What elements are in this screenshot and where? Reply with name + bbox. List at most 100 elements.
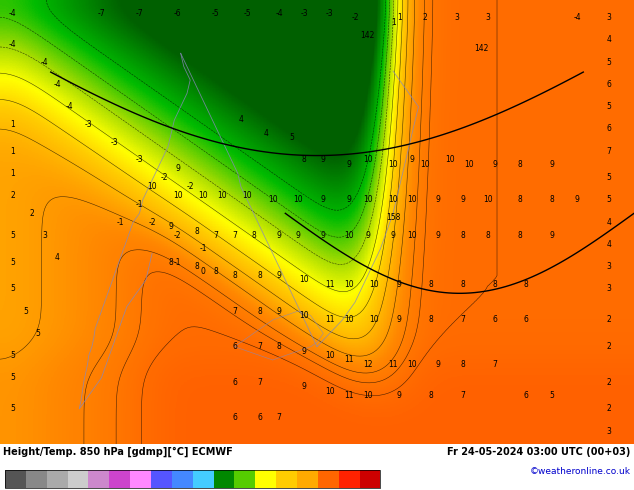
- Text: 4: 4: [606, 218, 611, 227]
- Text: 8: 8: [194, 226, 199, 236]
- Text: 6: 6: [606, 80, 611, 89]
- Text: 4: 4: [606, 240, 611, 249]
- Text: -3: -3: [85, 120, 93, 129]
- Text: 142: 142: [361, 31, 375, 40]
- Text: -1: -1: [174, 258, 181, 267]
- Bar: [318, 470, 339, 488]
- Text: 10: 10: [198, 191, 208, 200]
- Text: 9: 9: [321, 155, 326, 165]
- Text: 8: 8: [492, 280, 497, 289]
- Text: -3: -3: [110, 138, 118, 147]
- Text: 11: 11: [344, 391, 353, 400]
- Text: -2: -2: [186, 182, 194, 191]
- Text: 11: 11: [344, 355, 353, 365]
- Text: 3: 3: [42, 231, 47, 240]
- Text: 9: 9: [460, 196, 465, 204]
- Text: 10: 10: [464, 160, 474, 169]
- Text: 8: 8: [429, 280, 434, 289]
- Text: 9: 9: [435, 360, 440, 369]
- Text: 5: 5: [23, 307, 28, 316]
- Text: 8: 8: [549, 196, 554, 204]
- Text: -1: -1: [199, 245, 207, 253]
- Text: -5: -5: [212, 9, 219, 18]
- Text: 8: 8: [517, 196, 522, 204]
- Text: -4: -4: [275, 9, 283, 18]
- Text: 9: 9: [397, 391, 402, 400]
- Text: 10: 10: [369, 316, 379, 324]
- Bar: [89, 470, 109, 488]
- Text: 3: 3: [606, 13, 611, 22]
- Text: 1: 1: [397, 13, 402, 22]
- Text: 10: 10: [172, 191, 183, 200]
- Text: 9: 9: [574, 196, 579, 204]
- Text: 2: 2: [29, 209, 34, 218]
- Text: 158: 158: [386, 213, 400, 222]
- Text: 9: 9: [295, 231, 301, 240]
- Text: 10: 10: [445, 155, 455, 165]
- Text: 8: 8: [429, 391, 434, 400]
- Text: 10: 10: [407, 196, 417, 204]
- Text: 8: 8: [276, 342, 281, 351]
- Text: 3: 3: [606, 427, 611, 436]
- Text: 9: 9: [321, 196, 326, 204]
- Text: -2: -2: [174, 231, 181, 240]
- Text: 10: 10: [217, 191, 227, 200]
- Text: -2: -2: [161, 173, 169, 182]
- Bar: [339, 470, 359, 488]
- Text: 9: 9: [435, 196, 440, 204]
- Text: 10: 10: [293, 196, 303, 204]
- Bar: [172, 470, 193, 488]
- Text: 9: 9: [302, 382, 307, 391]
- Text: 9: 9: [321, 231, 326, 240]
- Text: 9: 9: [276, 307, 281, 316]
- Text: 10: 10: [363, 155, 373, 165]
- Text: 2: 2: [606, 378, 611, 387]
- Text: 8: 8: [517, 160, 522, 169]
- Text: 5: 5: [10, 284, 15, 294]
- Text: 10: 10: [299, 311, 309, 320]
- Text: 6: 6: [232, 413, 237, 422]
- Text: 9: 9: [549, 160, 554, 169]
- Text: 5: 5: [10, 258, 15, 267]
- Text: 5: 5: [10, 404, 15, 414]
- Text: 5: 5: [10, 373, 15, 382]
- Text: -4: -4: [573, 13, 581, 22]
- Text: 3: 3: [606, 262, 611, 271]
- Text: -4: -4: [9, 9, 16, 18]
- Text: 2: 2: [422, 13, 427, 22]
- Text: -3: -3: [301, 9, 308, 18]
- Text: 10: 10: [369, 280, 379, 289]
- Text: 6: 6: [524, 316, 529, 324]
- Text: 4: 4: [606, 35, 611, 45]
- Text: -1: -1: [136, 200, 143, 209]
- Text: 10: 10: [483, 196, 493, 204]
- Text: 1: 1: [10, 169, 15, 178]
- Text: 10: 10: [344, 231, 354, 240]
- Text: 1: 1: [10, 147, 15, 156]
- Text: 4: 4: [264, 129, 269, 138]
- Text: -5: -5: [243, 9, 251, 18]
- Text: 5: 5: [289, 133, 294, 142]
- Text: 6: 6: [232, 378, 237, 387]
- Text: 8: 8: [213, 267, 218, 275]
- Text: 11: 11: [389, 360, 398, 369]
- Text: 4: 4: [55, 253, 60, 262]
- Text: 5: 5: [10, 231, 15, 240]
- Bar: [5, 470, 380, 488]
- Text: -1: -1: [117, 218, 124, 227]
- Text: 0: 0: [200, 267, 205, 275]
- Text: 9: 9: [410, 155, 415, 165]
- Text: 8: 8: [429, 316, 434, 324]
- Text: 11: 11: [325, 280, 334, 289]
- Text: -4: -4: [53, 80, 61, 89]
- Text: 5: 5: [606, 196, 611, 204]
- Text: -2: -2: [351, 13, 359, 22]
- Bar: [297, 470, 318, 488]
- Text: 8: 8: [517, 231, 522, 240]
- Text: -2: -2: [148, 218, 156, 227]
- Text: 7: 7: [257, 342, 262, 351]
- Text: 9: 9: [435, 231, 440, 240]
- Text: 6: 6: [492, 316, 497, 324]
- Text: -4: -4: [41, 58, 48, 67]
- Text: -7: -7: [136, 9, 143, 18]
